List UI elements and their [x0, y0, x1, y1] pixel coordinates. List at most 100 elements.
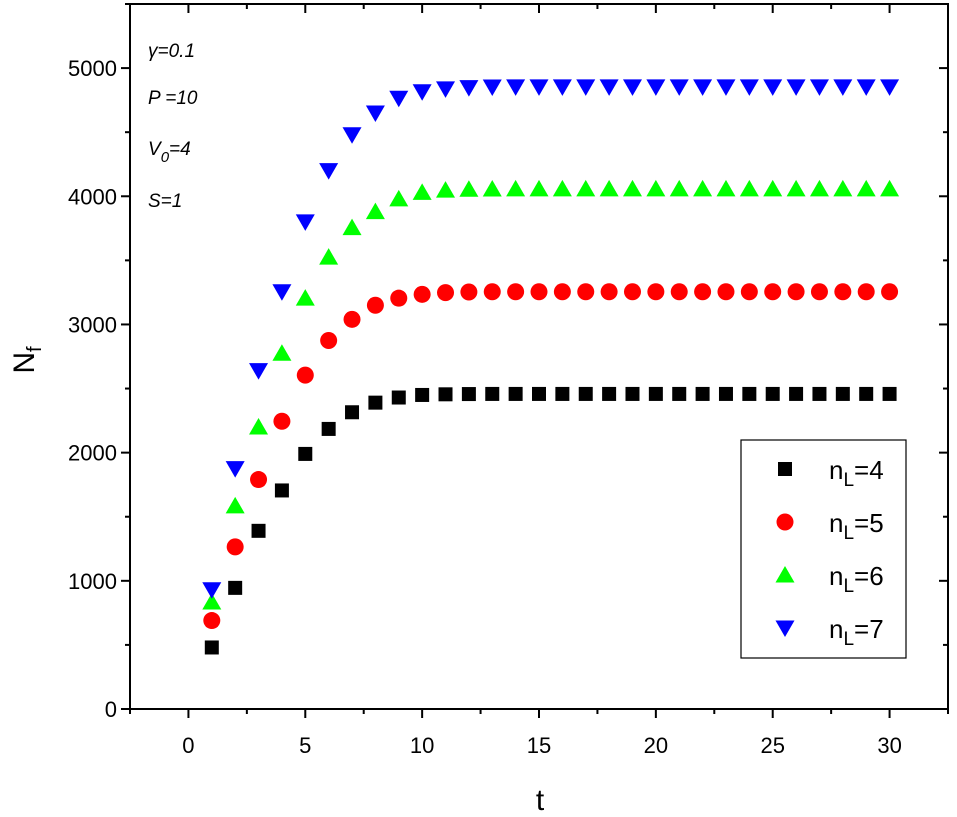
x-axis-title: t: [536, 784, 545, 817]
data-point-nL-6: [809, 179, 829, 197]
data-point-nL-5: [717, 283, 735, 301]
data-point-nL-5: [250, 471, 268, 489]
data-point-nL-5: [437, 284, 455, 302]
data-point-nL-4: [672, 386, 687, 401]
data-point-nL-5: [834, 283, 852, 301]
legend-label-nL-7: nL=7: [829, 614, 884, 650]
data-point-nL-4: [648, 386, 663, 401]
legend: nL=4 nL=5 nL=6 nL=7: [740, 439, 907, 659]
series-nL-4: [204, 386, 897, 655]
annotation-v0-rest: =4: [169, 139, 191, 160]
data-point-nL-5: [694, 283, 712, 301]
data-point-nL-5: [600, 283, 618, 301]
data-point-nL-4: [485, 386, 500, 401]
data-point-nL-4: [789, 386, 804, 401]
data-point-nL-7: [763, 79, 783, 96]
data-point-nL-7: [459, 80, 479, 97]
data-point-nL-5: [647, 283, 665, 301]
y-tick-label: 5000: [68, 56, 117, 81]
data-point-nL-5: [460, 283, 478, 301]
data-point-nL-6: [646, 179, 666, 197]
data-point-nL-5: [857, 283, 875, 301]
legend-marker-nL-7: [775, 620, 795, 637]
legend-label-nL-4: nL=4: [829, 455, 884, 491]
data-point-nL-7: [389, 90, 409, 108]
data-point-nL-6: [669, 179, 689, 197]
data-point-nL-6: [622, 179, 642, 197]
x-tick-label: 20: [644, 733, 668, 758]
data-point-nL-5: [390, 289, 408, 307]
data-point-nL-6: [833, 179, 853, 197]
data-point-nL-4: [532, 386, 546, 401]
x-tick-label: 10: [410, 733, 434, 758]
y-tick-label: 3000: [68, 312, 117, 337]
series-nL-6: [202, 179, 900, 610]
data-point-nL-6: [880, 179, 900, 197]
data-point-nL-6: [856, 179, 876, 197]
data-point-nL-4: [625, 386, 640, 401]
data-point-nL-4: [555, 386, 570, 401]
data-point-nL-5: [740, 283, 758, 301]
data-point-nL-4: [251, 523, 266, 538]
data-point-nL-5: [296, 366, 314, 384]
data-point-nL-7: [202, 582, 222, 599]
data-point-nL-5: [530, 283, 548, 301]
data-point-nL-4: [835, 386, 850, 401]
data-point-nL-6: [716, 179, 736, 197]
data-point-nL-7: [482, 79, 502, 97]
data-point-nL-6: [202, 592, 222, 610]
data-point-nL-7: [319, 163, 339, 180]
data-point-nL-6: [482, 179, 502, 197]
data-point-nL-5: [507, 283, 525, 301]
data-point-nL-6: [295, 289, 315, 306]
data-point-nL-7: [622, 79, 642, 96]
data-point-nL-4: [765, 386, 780, 401]
data-point-nL-6: [412, 183, 432, 200]
annotation-v0-main: V: [148, 139, 163, 160]
data-point-nL-7: [225, 461, 245, 478]
data-point-nL-7: [880, 79, 900, 96]
data-point-nL-7: [716, 79, 736, 96]
data-point-nL-7: [833, 79, 853, 96]
data-point-nL-7: [786, 79, 806, 96]
data-point-nL-7: [272, 284, 292, 301]
data-point-nL-7: [669, 79, 689, 96]
data-point-nL-5: [203, 612, 221, 630]
data-point-nL-4: [859, 386, 874, 401]
x-tick-label: 25: [760, 733, 784, 758]
data-point-nL-5: [810, 283, 828, 301]
data-point-nL-5: [577, 283, 595, 301]
data-point-nL-4: [812, 386, 827, 401]
data-point-nL-5: [343, 310, 361, 328]
data-point-nL-7: [529, 79, 549, 96]
y-tick-label: 2000: [68, 441, 117, 466]
data-point-nL-6: [272, 344, 292, 361]
data-point-nL-7: [412, 84, 432, 101]
x-tick-label: 15: [527, 733, 551, 758]
data-point-nL-4: [415, 387, 430, 402]
data-point-nL-4: [508, 386, 523, 401]
data-point-nL-7: [506, 79, 526, 96]
y-tick-label: 0: [105, 697, 117, 722]
data-point-nL-5: [553, 283, 571, 301]
y-axis-title-sub: f: [24, 346, 46, 352]
data-point-nL-7: [809, 79, 829, 96]
data-point-nL-6: [552, 179, 572, 197]
legend-marker-nL-6: [775, 566, 795, 583]
x-tick-label: 30: [877, 733, 901, 758]
data-point-nL-4: [602, 386, 617, 401]
data-point-nL-4: [368, 395, 383, 410]
data-point-nL-6: [389, 189, 409, 207]
data-point-nL-7: [599, 79, 619, 96]
data-point-nL-5: [764, 283, 782, 301]
data-point-nL-7: [552, 79, 572, 96]
data-point-nL-6: [693, 179, 713, 197]
tick-labels: 0 5 10 15 20 25 30 0 1000 2000 3000 4000 5000: [68, 56, 902, 758]
annotation-p: P =10: [148, 88, 198, 109]
data-point-nL-7: [249, 363, 269, 380]
data-point-nL-4: [228, 580, 243, 595]
data-point-nL-5: [623, 283, 641, 301]
legend-marker-nL-5: [776, 513, 794, 531]
data-point-nL-7: [739, 79, 759, 96]
